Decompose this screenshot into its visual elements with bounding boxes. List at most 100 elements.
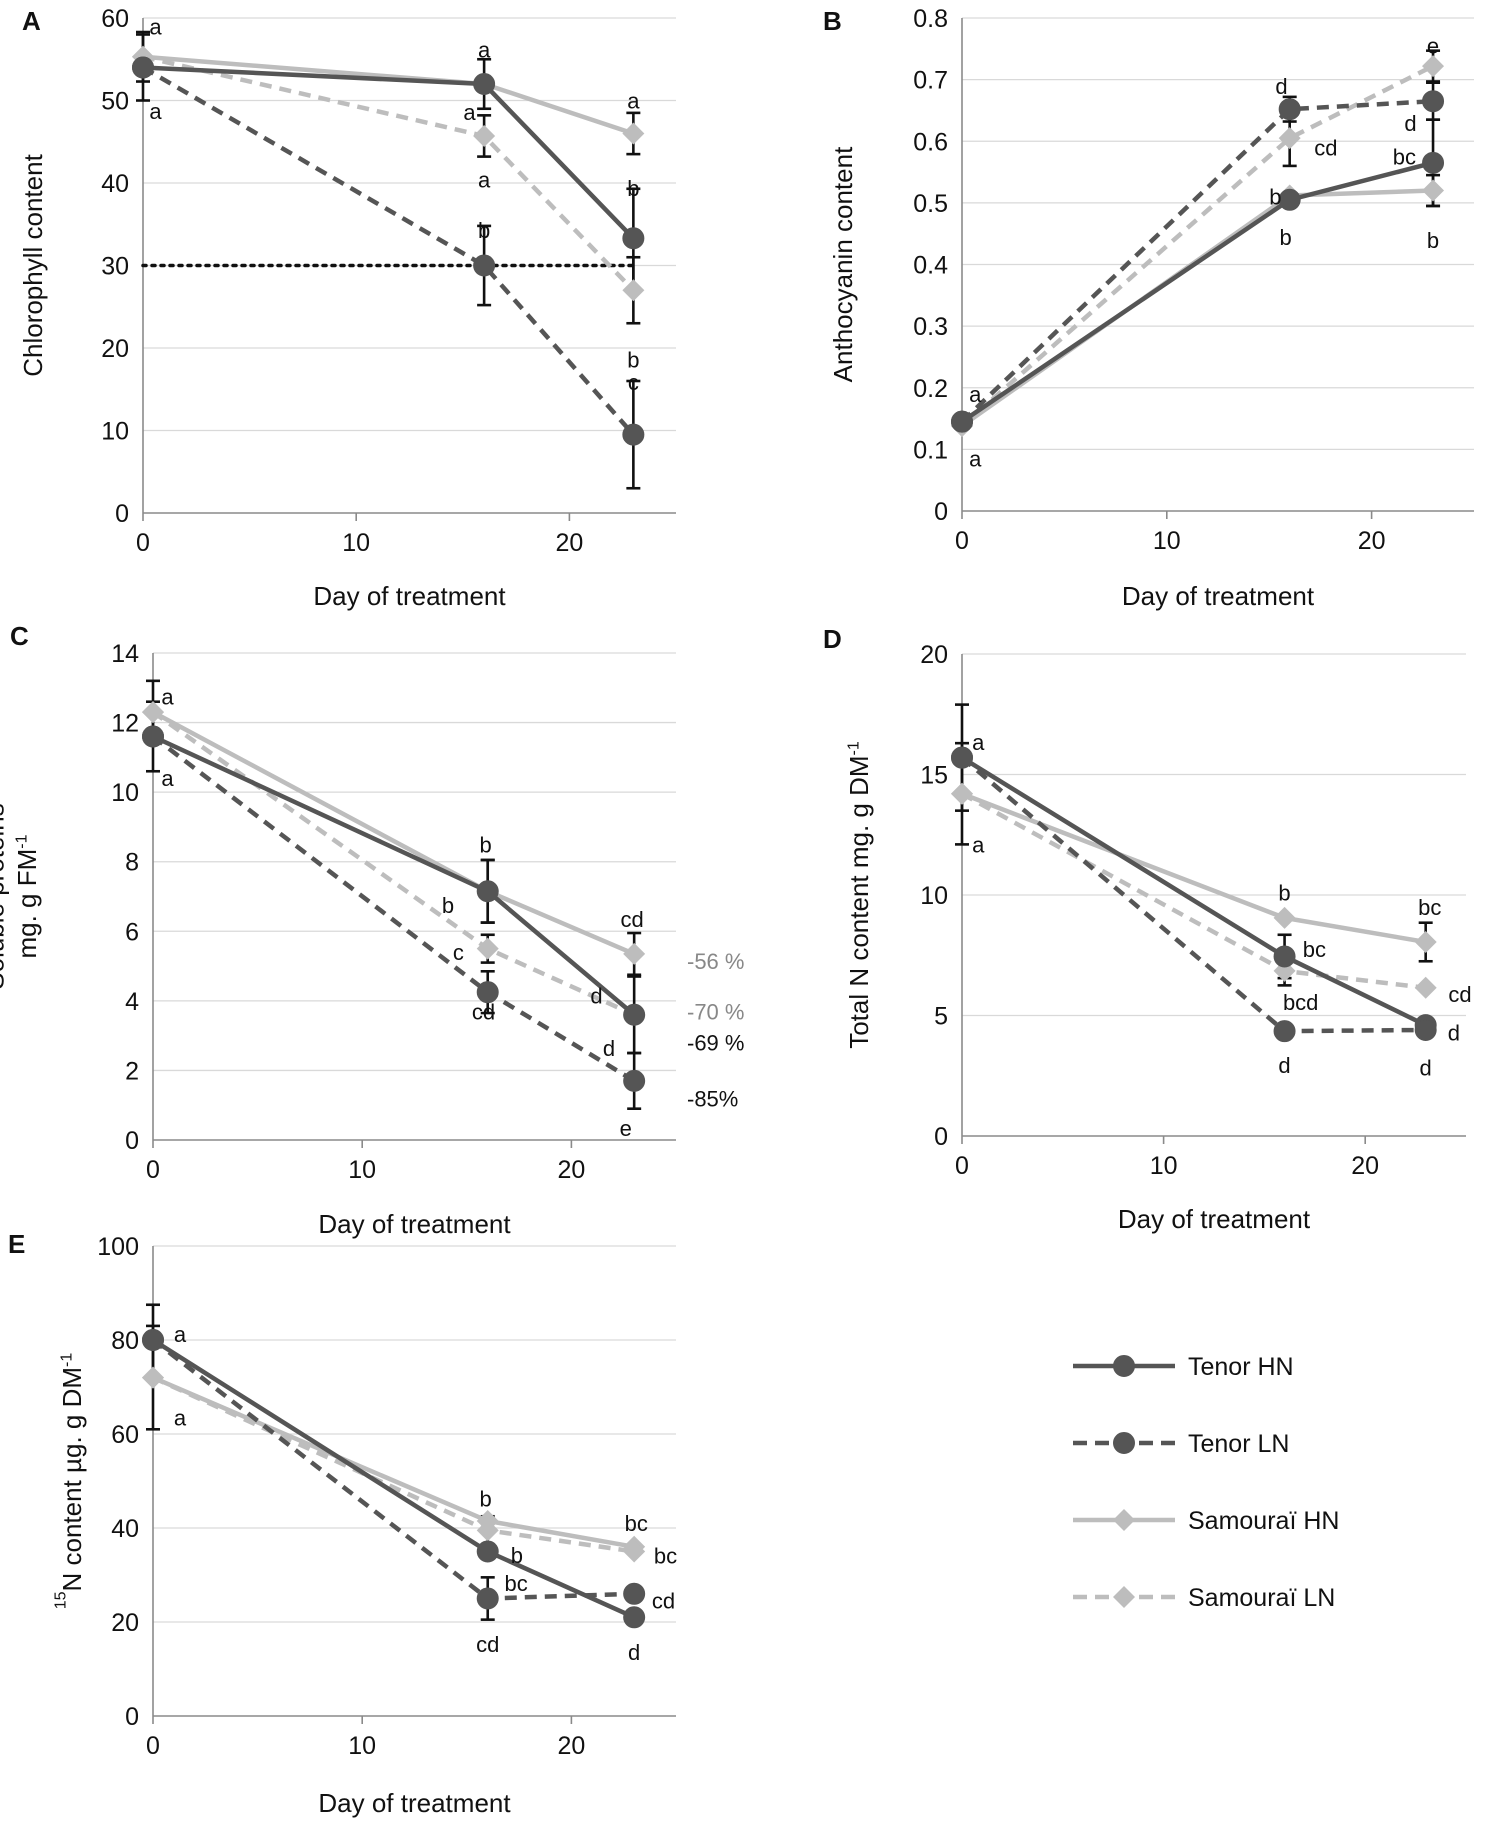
significance-label: a — [149, 99, 162, 124]
data-point — [951, 746, 973, 769]
legend-label: Tenor HN — [1188, 1353, 1294, 1381]
significance-label: d — [603, 1036, 615, 1061]
significance-label: e — [1427, 34, 1439, 59]
data-point — [1278, 127, 1301, 150]
significance-label: b — [1427, 228, 1439, 253]
series-line-tenor-ln — [141, 65, 636, 437]
percent-change-label: -56 % — [687, 949, 744, 974]
y-axis-title-sup: 15 — [52, 1591, 69, 1609]
y-tick-label: 0 — [115, 500, 129, 528]
panel-letter: A — [22, 6, 41, 36]
x-tick-label: 20 — [557, 1156, 585, 1184]
y-tick-label: 50 — [101, 88, 129, 116]
legend-item: Samouraï LN — [1073, 1584, 1335, 1612]
y-tick-label: 0 — [934, 498, 948, 526]
significance-label: a — [149, 14, 162, 39]
series-line-tenor-ln — [960, 98, 1434, 424]
y-tick-label: 2 — [125, 1057, 139, 1085]
legend-item: Samouraï HN — [1073, 1507, 1339, 1535]
y-tick-label: 10 — [111, 779, 139, 807]
significance-label: a — [161, 684, 174, 709]
x-axis-title: Day of treatment — [318, 1209, 511, 1239]
y-tick-label: 0 — [125, 1703, 139, 1731]
y-tick-label: 10 — [920, 882, 948, 910]
significance-label: c — [628, 370, 639, 395]
data-point — [622, 279, 645, 302]
x-tick-label: 10 — [1150, 1152, 1178, 1180]
data-point — [473, 124, 496, 147]
data-point — [622, 227, 645, 250]
legend: Tenor HN Tenor LN Samouraï HN Samouraï LN — [1073, 1353, 1339, 1612]
data-point — [1113, 1432, 1135, 1454]
chart-panel-b: 0 0.1 0.2 0.3 0.4 0.5 0.6 0.7 0.8 0 10 20 Day of tre… — [823, 5, 1474, 611]
data-point — [142, 1366, 164, 1389]
data-point — [1113, 1509, 1135, 1531]
legend-label: Tenor LN — [1188, 1430, 1289, 1458]
y-tick-label: 6 — [125, 918, 139, 946]
data-point — [476, 880, 499, 903]
y-tick-label: 10 — [101, 418, 129, 446]
y-tick-label: 0.6 — [913, 128, 948, 156]
data-point — [1422, 151, 1445, 174]
y-tick-label: 0 — [125, 1127, 139, 1155]
y-axis-title: Chlorophyll content — [18, 153, 48, 376]
y-tick-label: 0.3 — [913, 313, 948, 341]
data-point — [142, 701, 164, 724]
significance-label: cd — [1314, 135, 1337, 160]
x-axis-title: Day of treatment — [1118, 1204, 1311, 1234]
data-point — [473, 254, 496, 277]
y-axis-title: Soluble proteinsmg. g FM-1 — [0, 803, 42, 989]
series-line-samourai-ln — [960, 64, 1435, 428]
significance-label: b — [478, 218, 490, 243]
significance-label: b — [442, 893, 454, 918]
y-axis-title-line: mg. g FM — [12, 849, 42, 959]
percent-change-label: -70 % — [687, 999, 744, 1024]
x-tick-label: 20 — [555, 529, 583, 557]
x-axis-title: Day of treatment — [318, 1788, 511, 1818]
significance-label: b — [627, 176, 639, 201]
legend-label: Samouraï LN — [1188, 1584, 1335, 1612]
data-point — [1422, 90, 1445, 113]
significance-label: a — [972, 730, 985, 755]
y-axis-title: Anthocyanin content — [828, 146, 858, 382]
data-point — [476, 981, 499, 1004]
percent-change-label: -85% — [687, 1086, 738, 1111]
significance-label: a — [969, 382, 982, 407]
data-point — [1414, 930, 1437, 953]
y-tick-label: 4 — [125, 988, 139, 1016]
data-point — [476, 937, 499, 960]
significance-label: bc — [654, 1543, 677, 1568]
series-line-samourai-hn — [142, 54, 635, 136]
x-tick-label: 20 — [1351, 1152, 1379, 1180]
significance-label: d — [1448, 1020, 1460, 1045]
significance-label: cd — [476, 1632, 499, 1657]
significance-label: cd — [620, 907, 643, 932]
significance-label: a — [972, 832, 985, 857]
panel-letter: E — [8, 1229, 25, 1259]
significance-label: b — [511, 1543, 523, 1568]
series-line-samourai-hn — [960, 188, 1434, 428]
legend-label: Samouraï HN — [1188, 1507, 1339, 1535]
significance-label: a — [478, 37, 491, 62]
y-axis-title-sup: -1 — [58, 1353, 75, 1367]
panel-letter: D — [823, 624, 842, 654]
y-axis-title-text: Total N content mg. g DM — [844, 755, 874, 1048]
y-tick-label: 15 — [920, 762, 948, 790]
chart-panel-a: 0 10 20 30 40 50 60 0 10 20 Day of treatment Chloro… — [18, 5, 676, 611]
data-point — [1422, 179, 1445, 202]
significance-label: a — [174, 1406, 187, 1431]
y-tick-label: 100 — [97, 1233, 139, 1261]
significance-label: bc — [625, 1511, 648, 1536]
x-tick-label: 0 — [136, 529, 150, 557]
data-point — [1414, 976, 1437, 999]
legend-item: Tenor HN — [1073, 1353, 1294, 1381]
significance-label: a — [174, 1322, 187, 1347]
data-point — [473, 73, 496, 95]
significance-label: b — [480, 832, 492, 857]
significance-label: a — [627, 89, 640, 114]
y-tick-label: 80 — [111, 1327, 139, 1355]
significance-label: c — [453, 940, 464, 965]
y-axis-title-line: Soluble proteins — [0, 803, 10, 989]
chart-panel-c: 0 2 4 6 8 10 12 14 0 10 20 Day of treatment Soluble … — [0, 621, 744, 1239]
